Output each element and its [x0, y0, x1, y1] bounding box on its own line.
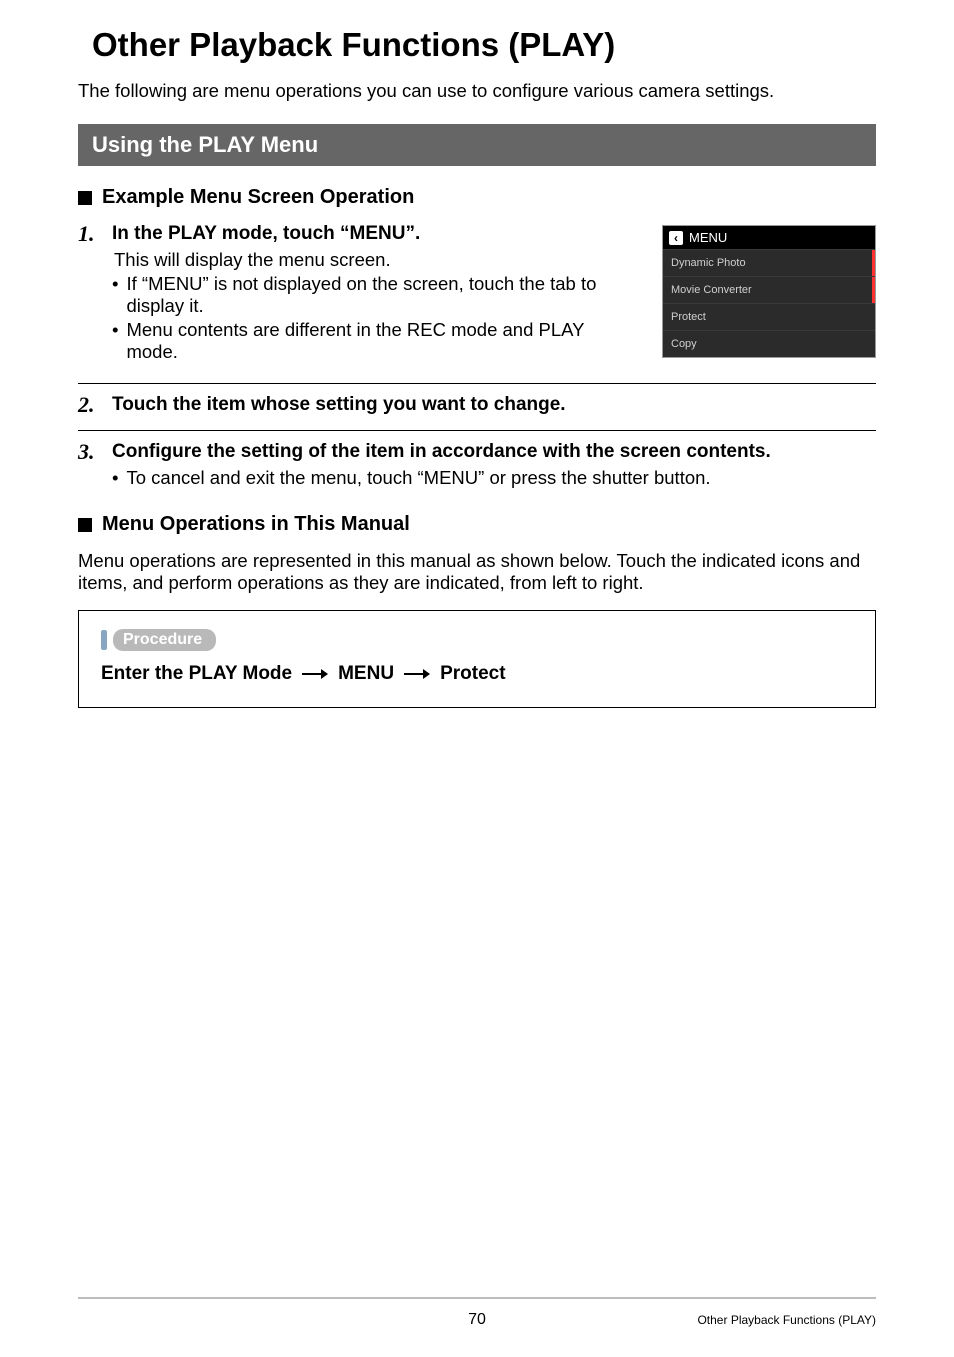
footer-rule: [78, 1297, 876, 1299]
subheading-example-menu: Example Menu Screen Operation: [78, 186, 876, 209]
paragraph: Menu operations are represented in this …: [78, 550, 876, 594]
square-bullet-icon: [78, 518, 92, 532]
intro-text: The following are menu operations you ca…: [78, 80, 876, 102]
step-note: • To cancel and exit the menu, touch “ME…: [112, 467, 876, 489]
subheading-label: Menu Operations in This Manual: [102, 513, 410, 536]
step-note: • If “MENU” is not displayed on the scre…: [112, 273, 634, 317]
step-note-text: If “MENU” is not displayed on the screen…: [126, 273, 634, 317]
step-note-text: Menu contents are different in the REC m…: [126, 319, 634, 363]
camera-menu-header: ‹ MENU: [663, 226, 875, 249]
procedure-box: Procedure Enter the PLAY Mode MENU Prote…: [78, 610, 876, 708]
procedure-step: Enter the PLAY Mode: [101, 663, 292, 685]
procedure-path: Enter the PLAY Mode MENU Protect: [101, 663, 853, 685]
subheading-menu-operations: Menu Operations in This Manual: [78, 513, 876, 536]
step-note: • Menu contents are different in the REC…: [112, 319, 634, 363]
divider: [78, 430, 876, 431]
procedure-pill: Procedure: [113, 629, 216, 651]
step-number: 2.: [78, 394, 100, 416]
step-3: 3. Configure the setting of the item in …: [78, 441, 876, 489]
back-icon: ‹: [669, 231, 683, 245]
camera-menu-title: MENU: [689, 230, 727, 245]
step-subtext: This will display the menu screen.: [114, 249, 634, 271]
procedure-bar-icon: [101, 630, 107, 650]
chapter-title: Other Playback Functions (PLAY): [78, 26, 876, 64]
arrow-right-icon: [302, 668, 328, 680]
camera-menu-screenshot: ‹ MENU Dynamic Photo Movie Converter Pro…: [662, 225, 876, 358]
bullet-dot-icon: •: [112, 319, 118, 341]
step-instruction: Configure the setting of the item in acc…: [112, 441, 876, 463]
step-instruction: Touch the item whose setting you want to…: [112, 394, 876, 416]
footer-caption: Other Playback Functions (PLAY): [697, 1313, 876, 1327]
arrow-right-icon: [404, 668, 430, 680]
camera-menu-item: Copy: [663, 330, 875, 357]
step-number: 1.: [78, 223, 100, 245]
procedure-step: Protect: [440, 663, 505, 685]
bullet-dot-icon: •: [112, 273, 118, 295]
bullet-dot-icon: •: [112, 467, 118, 489]
step-2: 2. Touch the item whose setting you want…: [78, 394, 876, 420]
camera-menu-item: Movie Converter: [663, 276, 875, 303]
step-note-text: To cancel and exit the menu, touch “MENU…: [126, 467, 710, 489]
section-heading: Using the PLAY Menu: [78, 124, 876, 166]
divider: [78, 383, 876, 384]
step-instruction: In the PLAY mode, touch “MENU”.: [112, 223, 634, 245]
subheading-label: Example Menu Screen Operation: [102, 186, 414, 209]
camera-menu-item: Dynamic Photo: [663, 249, 875, 276]
step-number: 3.: [78, 441, 100, 463]
procedure-step: MENU: [338, 663, 394, 685]
procedure-label-row: Procedure: [101, 629, 853, 651]
camera-menu-item: Protect: [663, 303, 875, 330]
step-1: 1. In the PLAY mode, touch “MENU”. This …: [78, 223, 634, 363]
square-bullet-icon: [78, 191, 92, 205]
